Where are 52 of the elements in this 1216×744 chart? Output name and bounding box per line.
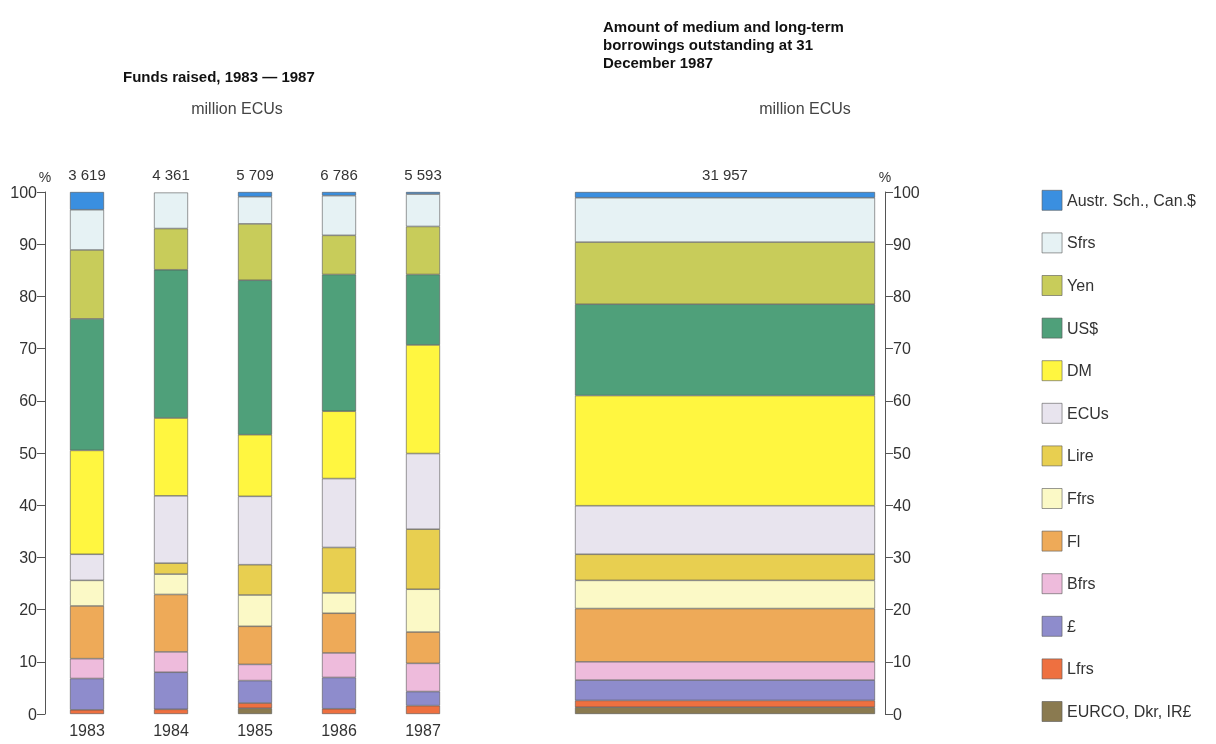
y-tick-label: 100 [893, 183, 920, 201]
y-tick-label: 10 [19, 653, 38, 671]
legend-label: DM [1067, 362, 1092, 380]
y-tick-label: 80 [19, 287, 38, 305]
legend-label: Sfrs [1067, 234, 1096, 252]
chart-subtitle: million ECUs [191, 99, 283, 117]
legend-label: Yen [1067, 277, 1095, 294]
x-tick-label: 1984 [153, 721, 189, 739]
y-tick-label: 80 [893, 287, 911, 305]
text: 5 709 [236, 166, 274, 183]
legend-label: Austr. Sch., Can.$ [1067, 191, 1197, 209]
text: 4 361 [152, 166, 190, 183]
y-tick-label: 0 [893, 705, 902, 723]
legend-label: Bfrs [1067, 575, 1096, 593]
y-tick-label: 0 [28, 705, 38, 723]
legend-label: Ffrs [1067, 490, 1095, 507]
y-tick-label: 70 [893, 340, 911, 358]
chart-title: Funds raised, 1983 — 1987 [123, 67, 315, 85]
y-tick-label: 60 [893, 392, 911, 410]
y-tick-label: 90 [893, 235, 911, 253]
x-tick-label: 1985 [237, 721, 273, 739]
y-tick-label: 100 [10, 183, 38, 201]
y-tick-label: 10 [893, 653, 911, 671]
y-tick-label: 40 [893, 496, 911, 514]
legend-label: Fl [1067, 532, 1081, 550]
chart-title: Amount of medium and long-term borrowings outstanding at 31 December 1987 [603, 17, 848, 71]
y-tick-label: 30 [893, 548, 911, 566]
y-tick-label: 60 [19, 392, 38, 410]
legend-label: EURCO, Dkr, IR£ [1067, 703, 1192, 720]
y-tick-label: 70 [19, 340, 38, 358]
text: 6 786 [320, 166, 358, 183]
legend-label: Lfrs [1067, 660, 1094, 678]
x-tick-label: 1986 [321, 721, 357, 739]
y-tick-label: 20 [19, 601, 38, 619]
legend-label: Lire [1067, 447, 1094, 465]
legend-label: £ [1067, 617, 1077, 635]
y-tick-label: 20 [893, 601, 911, 619]
y-axis-title: % [878, 169, 892, 185]
y-tick-label: 30 [19, 548, 38, 566]
y-tick-label: 90 [19, 235, 38, 253]
x-tick-label: 1987 [405, 721, 441, 739]
y-axis-title: % [38, 169, 52, 185]
y-tick-label: 50 [893, 444, 911, 462]
y-tick-label: 50 [19, 444, 38, 462]
text: 3 619 [68, 166, 106, 183]
x-tick-label: 1983 [69, 721, 105, 739]
text: 5 593 [404, 166, 442, 183]
y-tick-label: 40 [19, 496, 38, 514]
text: 31 957 [702, 166, 748, 183]
chart-subtitle: million ECUs [759, 99, 851, 117]
legend-label: US$ [1067, 319, 1099, 337]
legend-label: ECUs [1067, 404, 1109, 422]
